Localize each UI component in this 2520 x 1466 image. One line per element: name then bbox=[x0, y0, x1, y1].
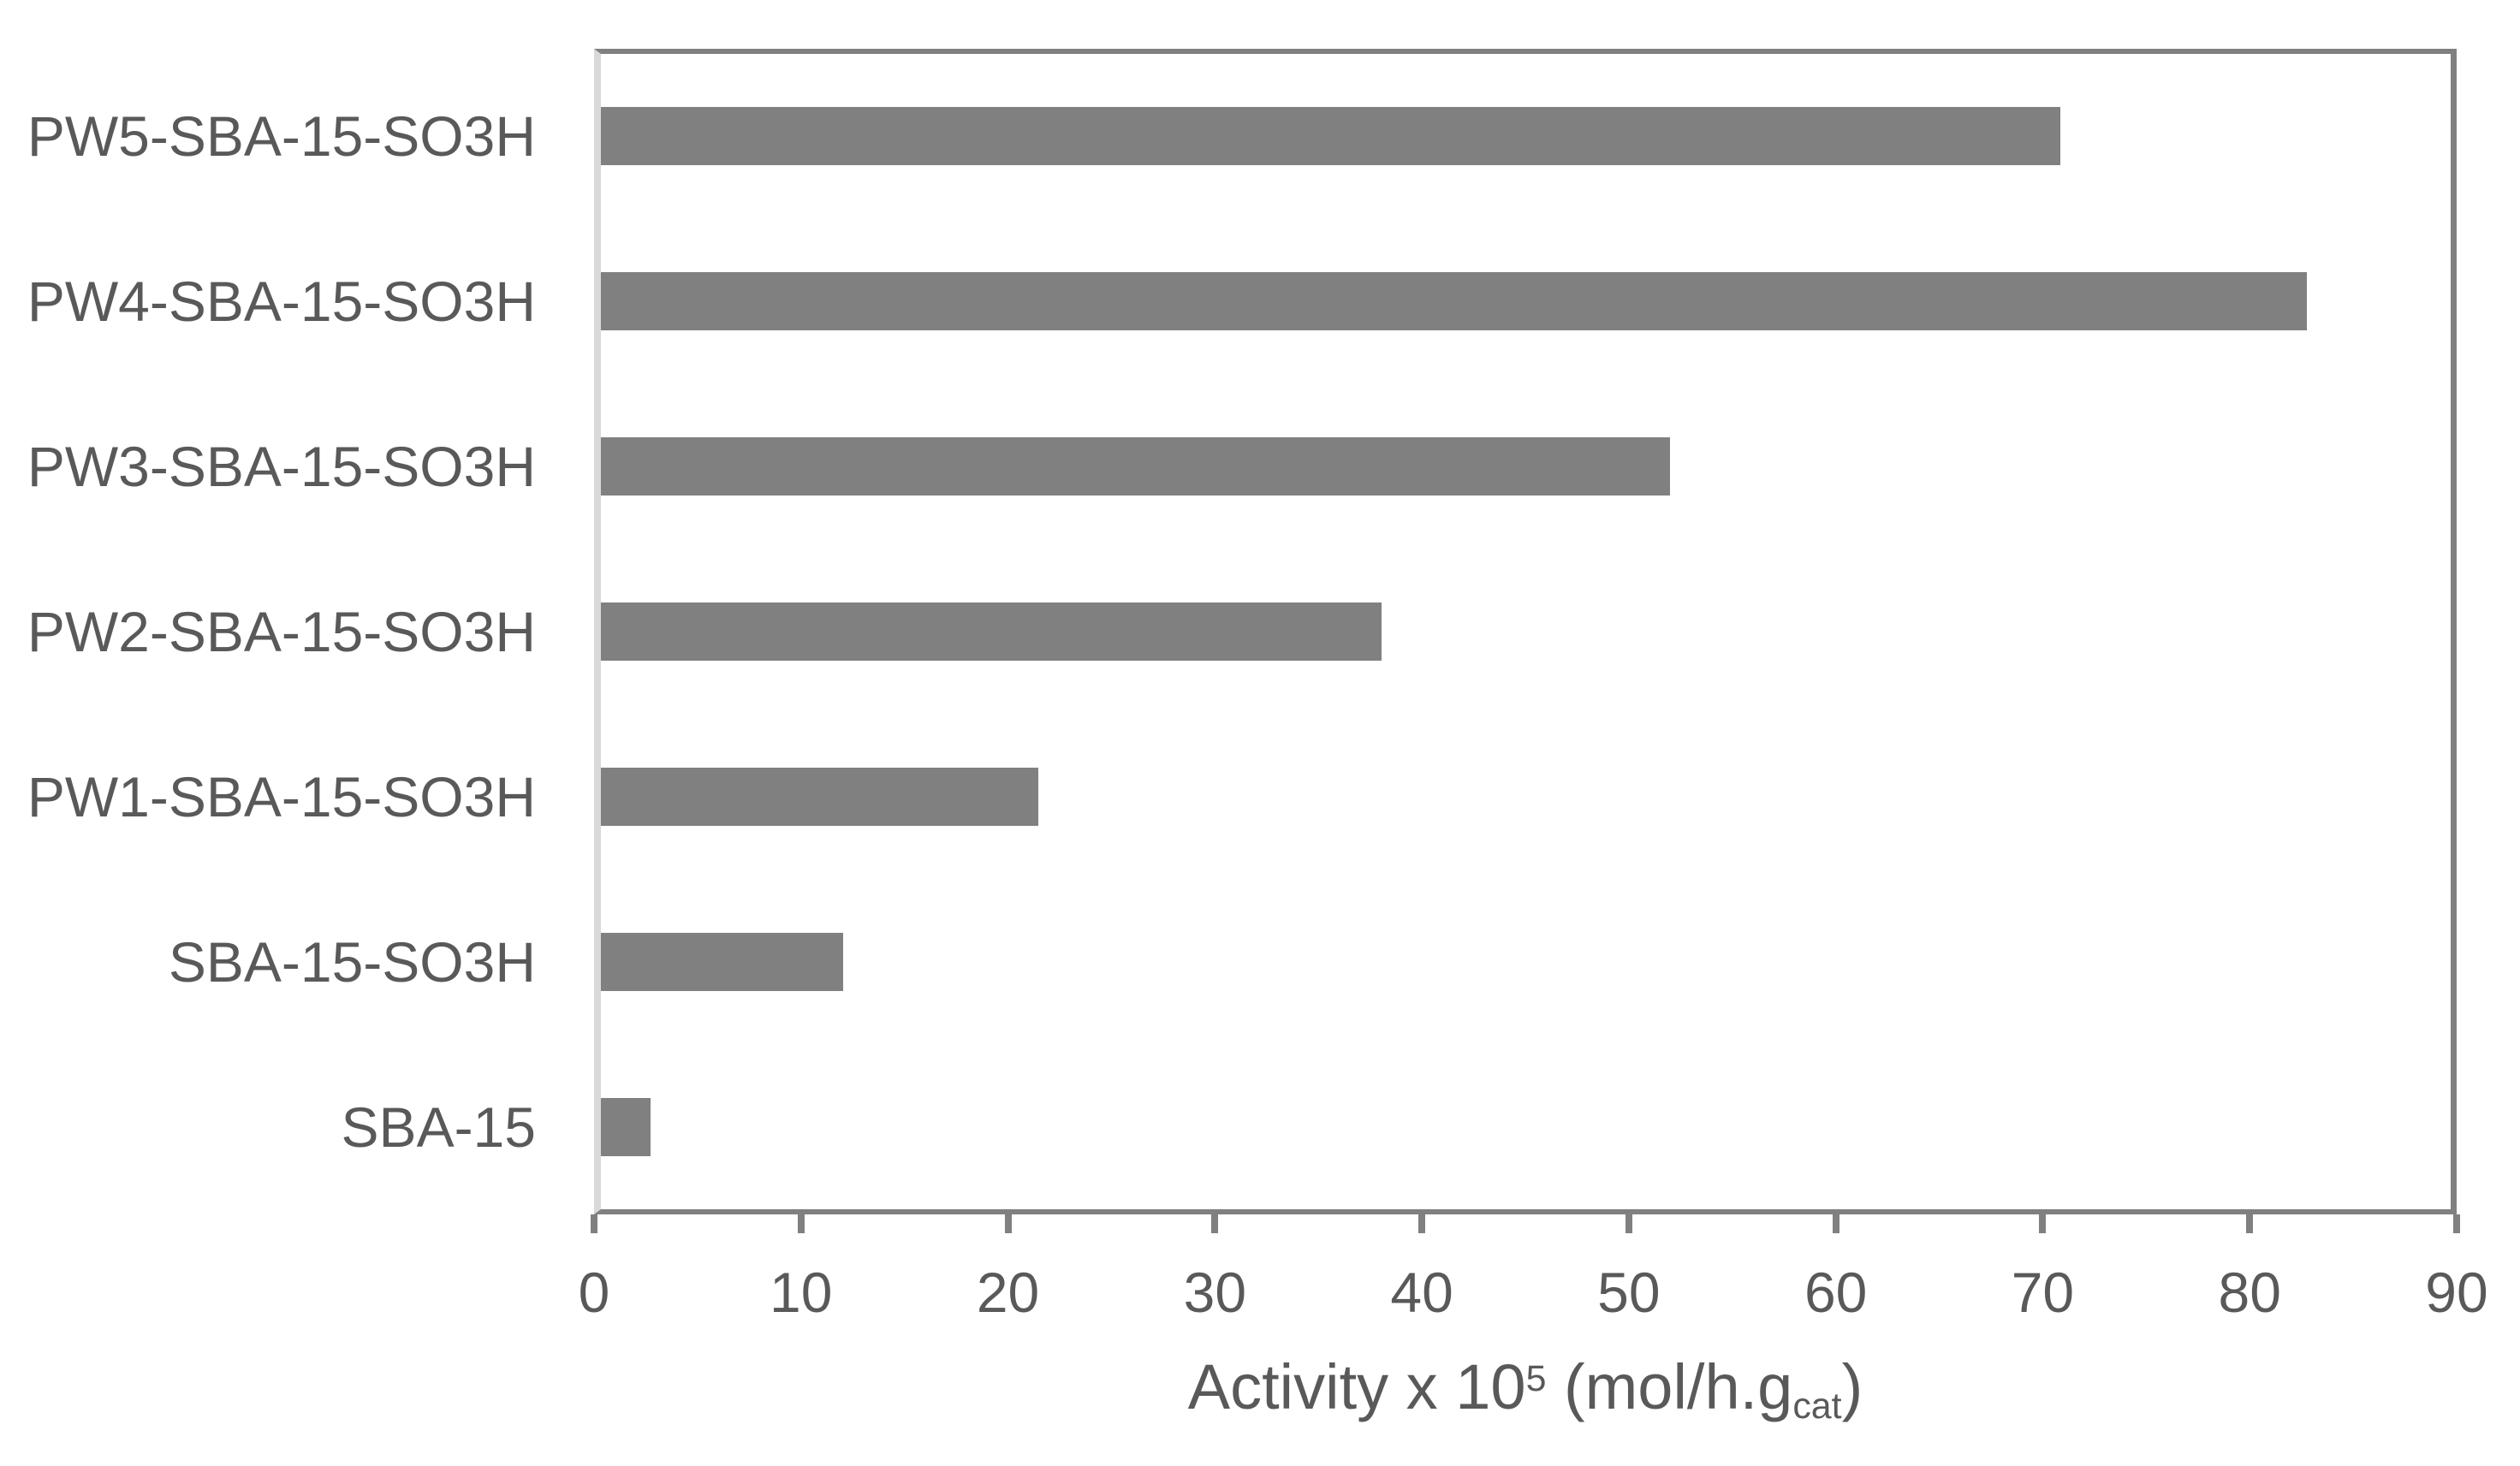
category-axis-label: PW5-SBA-15-SO3H bbox=[27, 104, 536, 169]
x-axis-tick bbox=[1832, 1214, 1839, 1233]
category-axis-label: SBA-15 bbox=[341, 1095, 536, 1159]
category-axis-label: PW1-SBA-15-SO3H bbox=[27, 764, 536, 828]
x-axis-tick bbox=[2453, 1214, 2460, 1233]
bar bbox=[601, 932, 843, 991]
x-axis-tick bbox=[797, 1214, 805, 1233]
plot-area bbox=[594, 49, 2457, 1214]
bar bbox=[601, 272, 2307, 331]
x-axis-tick-label: 50 bbox=[1597, 1261, 1661, 1324]
x-axis-tick-label: 0 bbox=[578, 1261, 610, 1324]
x-axis-title-subscript: cat bbox=[1792, 1385, 1842, 1427]
x-axis-tick-label: 80 bbox=[2218, 1261, 2281, 1324]
bar bbox=[601, 1097, 651, 1156]
bar bbox=[601, 437, 1670, 496]
x-axis-title-superscript: 5 bbox=[1525, 1357, 1547, 1399]
x-axis-title-unit: (mol/h.g bbox=[1546, 1351, 1793, 1422]
x-axis-tick bbox=[1211, 1214, 1219, 1233]
category-axis-label: PW4-SBA-15-SO3H bbox=[27, 270, 536, 334]
x-axis-title: Activity x 105 (mol/h.gcat) bbox=[594, 1350, 2457, 1424]
x-axis-title-prefix: Activity x 10 bbox=[1187, 1351, 1526, 1422]
x-axis-tick bbox=[2246, 1214, 2254, 1233]
x-axis-tick-label: 20 bbox=[976, 1261, 1040, 1324]
bar bbox=[601, 602, 1382, 661]
x-axis-tick-label: 30 bbox=[1183, 1261, 1247, 1324]
category-axis-label: PW3-SBA-15-SO3H bbox=[27, 435, 536, 499]
x-axis-tick bbox=[1625, 1214, 1632, 1233]
bar bbox=[601, 767, 1038, 826]
x-axis-tick-label: 70 bbox=[2011, 1261, 2075, 1324]
x-axis-tick-label: 40 bbox=[1390, 1261, 1453, 1324]
x-axis-tick-label: 60 bbox=[1804, 1261, 1868, 1324]
bar bbox=[601, 107, 2060, 166]
x-axis-tick bbox=[1004, 1214, 1012, 1233]
x-axis-tick bbox=[1418, 1214, 1426, 1233]
category-axis-label: PW2-SBA-15-SO3H bbox=[27, 600, 536, 663]
x-axis-tick-label: 10 bbox=[770, 1261, 833, 1324]
x-axis-tick-label: 90 bbox=[2425, 1261, 2488, 1324]
x-axis-tick bbox=[591, 1214, 597, 1233]
category-axis-label: SBA-15-SO3H bbox=[168, 929, 536, 994]
x-axis-tick bbox=[2039, 1214, 2047, 1233]
x-axis-title-suffix: ) bbox=[1841, 1351, 1863, 1422]
